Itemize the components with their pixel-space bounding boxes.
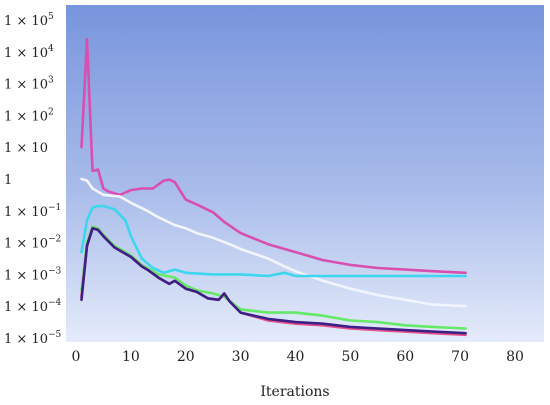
y-tick-label: 1 × 104 — [4, 44, 54, 61]
y-tick-label: 1 × 10 — [4, 141, 48, 156]
x-tick-label: 60 — [396, 349, 414, 365]
series-layer — [80, 37, 467, 337]
y-tick-label: 1 — [4, 173, 12, 188]
series-line-6 — [80, 227, 467, 335]
y-tick-label: 1 × 10−4 — [4, 298, 62, 315]
plot-background — [66, 5, 544, 342]
x-tick-label: 10 — [122, 349, 140, 365]
x-tick-label: 30 — [232, 349, 250, 365]
y-tick-label: 1 × 10−3 — [4, 266, 62, 283]
y-tick-label: 1 × 102 — [4, 107, 54, 124]
y-tick-labels: 1 × 105 1 × 104 1 × 103 1 × 102 1 × 10 1 1 × 1… — [4, 12, 62, 347]
x-tick-label: 0 — [72, 349, 81, 365]
x-tick-label: 50 — [341, 349, 359, 365]
x-axis-title: Iterations — [260, 384, 329, 400]
x-tick-label: 40 — [287, 349, 305, 365]
x-tick-label: 20 — [177, 349, 195, 365]
x-tick-labels: 0 10 20 30 40 50 60 70 80 — [72, 349, 524, 365]
y-tick-label: 1 × 10−2 — [4, 235, 61, 252]
y-tick-label: 1 × 10−5 — [4, 330, 62, 347]
series-line-2 — [80, 177, 467, 308]
series-line-3 — [80, 204, 467, 278]
series-line-1 — [80, 37, 467, 275]
y-tick-label: 1 × 10−1 — [4, 203, 61, 220]
x-tick-label: 80 — [506, 349, 524, 365]
y-tick-label: 1 × 105 — [4, 12, 54, 29]
x-tick-label: 70 — [451, 349, 469, 365]
y-tick-label: 1 × 103 — [4, 76, 54, 93]
